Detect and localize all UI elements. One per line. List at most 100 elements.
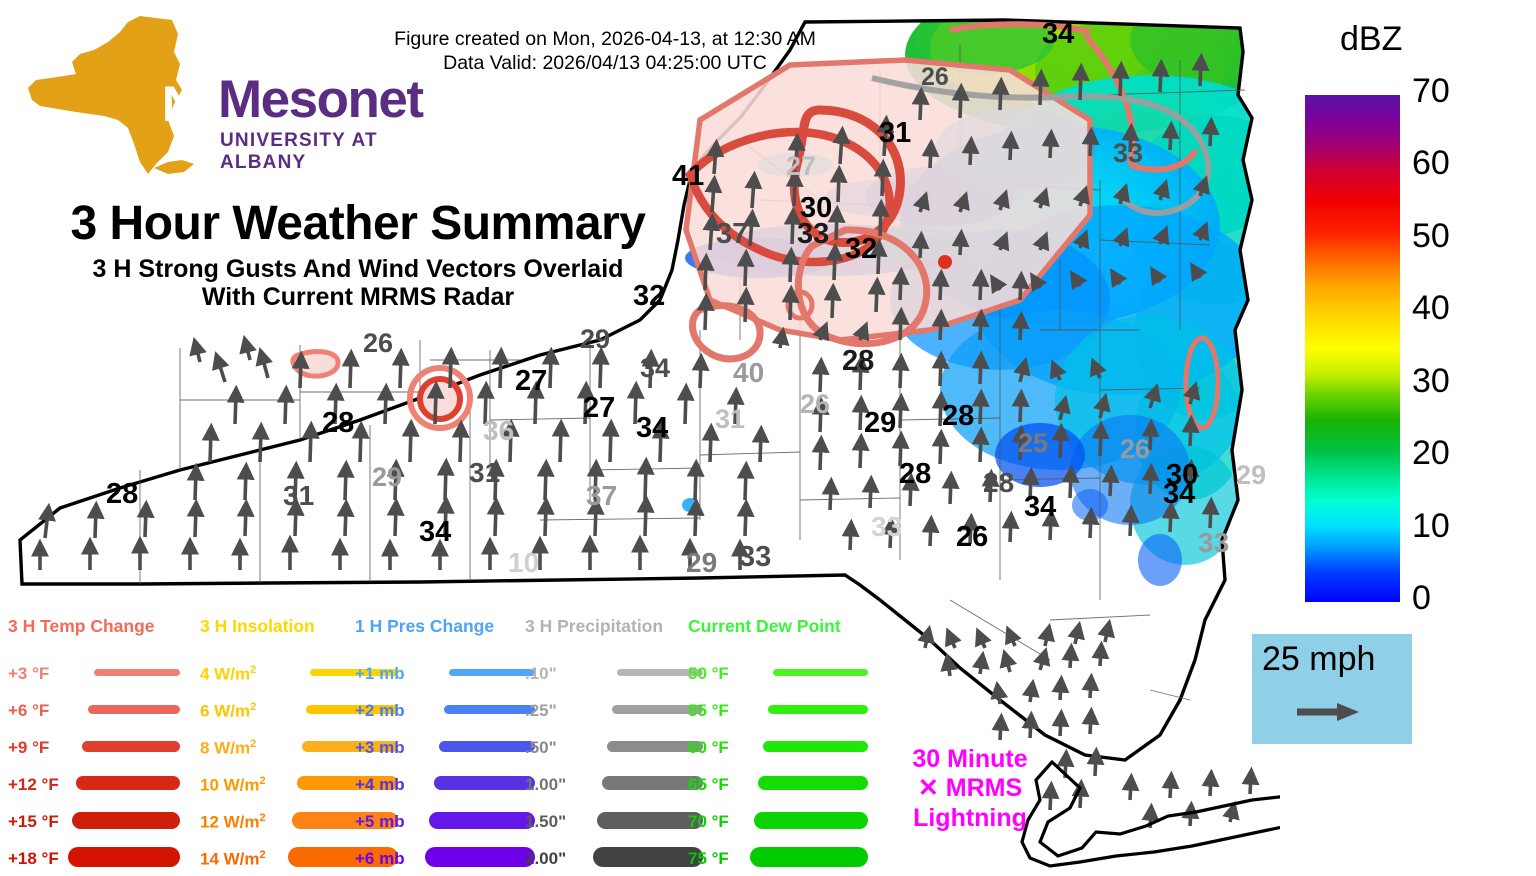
gust-value-label: 33 (739, 541, 771, 573)
legend-row-swatch (68, 847, 180, 867)
legend-row-value: 4 W/m2 (200, 664, 257, 684)
data-valid-timestamp: Data Valid: 2026/04/13 04:25:00 UTC (443, 52, 767, 74)
gust-value-label: 28 (322, 407, 354, 439)
gust-value-label: 34 (640, 353, 670, 383)
gust-value-label: 33 (871, 511, 902, 542)
legend-row-value: +3 °F (8, 664, 50, 683)
legend-row-value: +1 mb (355, 664, 405, 683)
colorbar-tick-10: 10 (1412, 506, 1450, 545)
legend-row-value: +4 mb (355, 775, 405, 794)
legend-row-swatch (82, 740, 180, 752)
legend-row-swatch (434, 776, 535, 790)
gust-value-label: 34 (636, 412, 668, 444)
legend-row-swatch (76, 776, 180, 790)
lightning-marker (938, 255, 952, 269)
legend-row-value: +12 °F (8, 775, 59, 794)
nys-mesonet-logo: NYS Mesonet UNIVERSITY AT ALBANY (22, 12, 424, 177)
legend-row-swatch (593, 847, 703, 867)
gust-value-label: 27 (583, 392, 615, 424)
gust-value-label: 30 (1166, 459, 1198, 491)
colorbar-tick-40: 40 (1412, 289, 1450, 328)
legend-row-swatch (750, 847, 868, 867)
variable-legend: 3 H Temp Change +3 °F +6 °F +9 °F +12 °F +15 … (0, 616, 880, 876)
legend-column-title: 1 H Pres Change (355, 616, 495, 636)
legend-row-value: 8 W/m2 (200, 738, 257, 758)
legend-row-value: 12 W/m2 (200, 812, 266, 832)
gust-value-label: 29 (686, 547, 717, 578)
figure-created-timestamp: Figure created on Mon, 2026-04-13, at 12… (394, 28, 816, 50)
legend-row-value: 60 °F (688, 738, 729, 757)
legend-row-value: +18 °F (8, 849, 59, 868)
legend-row-value: 65 °F (688, 775, 729, 794)
legend-row-value: +9 °F (8, 738, 50, 757)
gust-value-label: 26 (800, 389, 830, 419)
legend-row-value: +5 mb (355, 812, 405, 831)
legend-row-exponent: 2 (250, 738, 257, 750)
gust-value-label: 28 (106, 478, 138, 510)
dbz-colorbar (1305, 95, 1400, 602)
lightning-legend-line2: MRMS (945, 774, 1023, 803)
legend-row-value: 55 °F (688, 701, 729, 720)
gust-value-label: 33 (1198, 527, 1229, 558)
legend-row-swatch (88, 704, 180, 714)
gust-value-label: 36 (483, 415, 514, 446)
gust-value-label: 29 (864, 407, 896, 439)
colorbar-unit-label: dBZ (1340, 20, 1403, 58)
legend-row-value: 1.50" (525, 812, 567, 831)
legend-row-value: +6 °F (8, 701, 50, 720)
gust-value-label: 41 (672, 160, 704, 192)
legend-row-value: 70 °F (688, 812, 729, 831)
page-subtitle-line2: With Current MRMS Radar (201, 283, 515, 311)
gust-value-label: 29 (372, 462, 402, 492)
legend-row-swatch (617, 668, 703, 676)
lightning-legend-line2-row: ✕ MRMS (880, 774, 1060, 803)
legend-column-title: Current Dew Point (688, 616, 841, 636)
legend-row-swatch (310, 668, 398, 676)
gust-value-label: 34 (419, 516, 451, 548)
gust-value-label: 34 (1042, 18, 1074, 50)
logo-university-text: UNIVERSITY AT ALBANY (220, 130, 378, 173)
colorbar-tick-0: 0 (1412, 579, 1431, 617)
colorbar-tick-50: 50 (1412, 216, 1450, 255)
gust-value-label: 31 (469, 457, 500, 488)
legend-row-value: .25" (525, 701, 557, 720)
legend-row-value: 75 °F (688, 849, 729, 868)
legend-row-exponent: 2 (250, 664, 257, 676)
long-island-outline (1020, 759, 1280, 868)
legend-row-swatch (773, 668, 868, 676)
legend-row-value: 2.00" (525, 849, 567, 868)
legend-row-swatch (607, 740, 703, 752)
gust-value-label: 25 (1018, 428, 1048, 458)
lightning-x-icon: ✕ (917, 774, 939, 803)
gust-value-label: 33 (1113, 138, 1143, 168)
gust-value-label: 33 (797, 218, 829, 250)
legend-row-swatch (612, 704, 703, 714)
gust-value-label: 10 (508, 547, 539, 578)
legend-row-value: .50" (525, 738, 557, 757)
gust-value-label: 27 (515, 365, 547, 397)
gust-value-label: 34 (1024, 491, 1056, 523)
gust-value-label: 32 (633, 280, 665, 312)
legend-row-value: +6 mb (355, 849, 405, 868)
wind-reference-box (1252, 634, 1412, 744)
legend-row-swatch (763, 740, 868, 752)
gust-value-label: 31 (715, 404, 745, 434)
gust-value-label: 37 (586, 480, 617, 511)
legend-row-value: 1.00" (525, 775, 567, 794)
legend-row-swatch (754, 811, 868, 829)
legend-row-swatch (302, 740, 398, 752)
wind-vector-field (31, 52, 1260, 829)
legend-row-swatch (425, 847, 535, 867)
gust-value-label: 40 (733, 357, 764, 388)
colorbar-tick-20: 20 (1412, 434, 1450, 473)
ny-state-outline (18, 18, 1254, 762)
gust-value-label: 34 (1163, 478, 1195, 510)
legend-row-swatch (72, 811, 180, 829)
legend-column-title: 3 H Insolation (200, 616, 315, 636)
gust-value-label: 30 (800, 192, 832, 224)
legend-row-swatch (768, 704, 868, 714)
gust-value-label: 37 (716, 218, 748, 250)
legend-row-value: 14 W/m2 (200, 849, 266, 869)
wind-reference-arrow-icon (1297, 703, 1359, 721)
